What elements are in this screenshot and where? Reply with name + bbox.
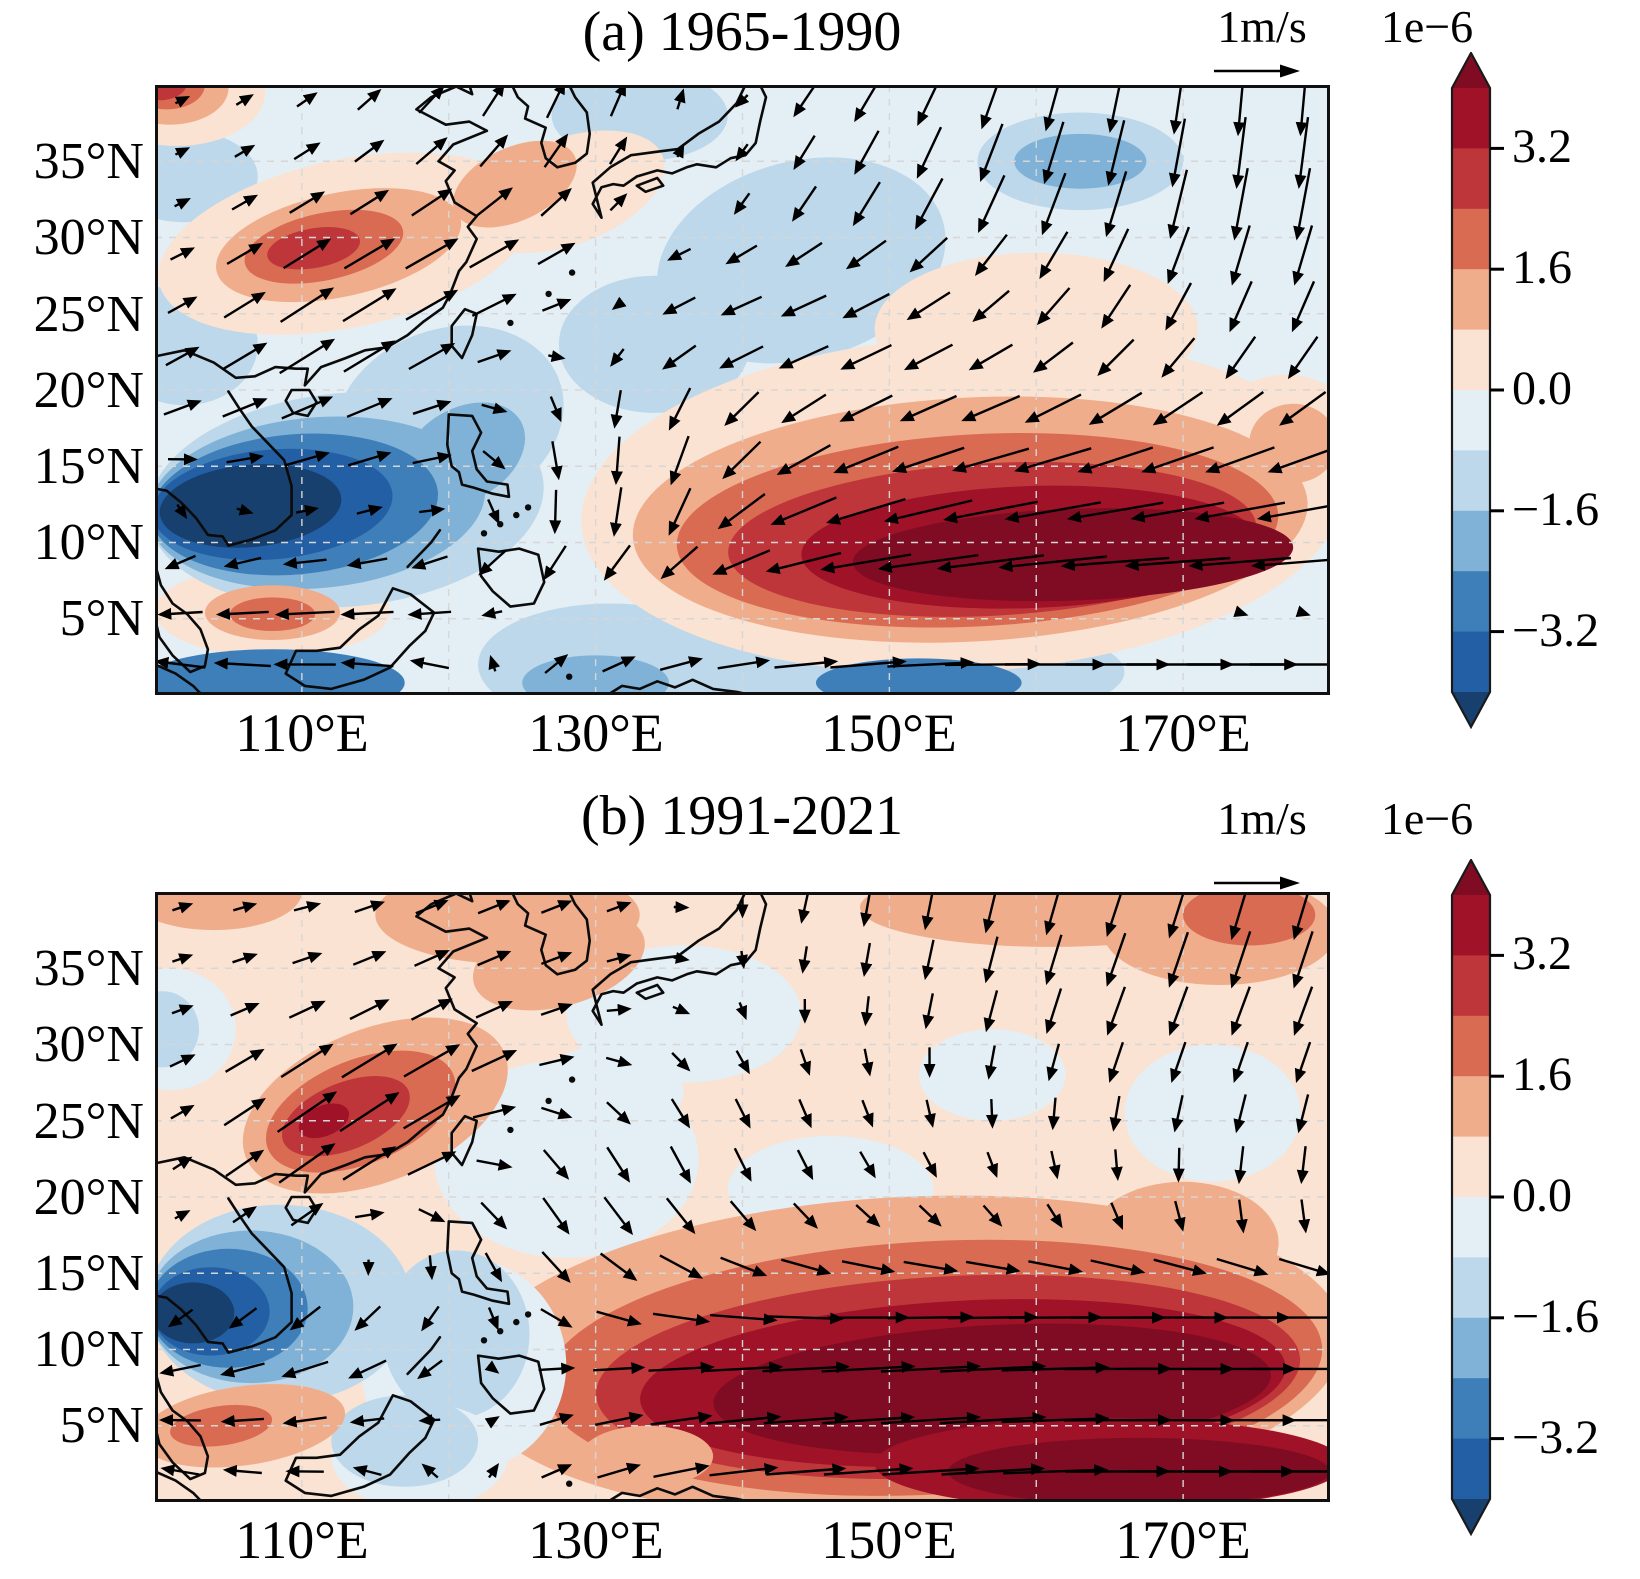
lat-tick-label: 20°N bbox=[33, 362, 144, 419]
lat-tick-label: 35°N bbox=[33, 133, 144, 190]
reference-vector-label-b: 1m/s bbox=[1217, 793, 1307, 844]
lat-tick-label: 15°N bbox=[33, 438, 144, 495]
lon-tick-label: 170°E bbox=[1115, 703, 1251, 763]
panel-a-title: (a) 1965-1990 bbox=[582, 1, 902, 63]
colorbar-a bbox=[1450, 52, 1504, 730]
colorbar-tick-label: −1.6 bbox=[1512, 1290, 1600, 1343]
lat-tick-label: 20°N bbox=[33, 1169, 144, 1226]
colorbar-tick-label: −3.2 bbox=[1512, 604, 1600, 657]
colorbar-tick-label: 0.0 bbox=[1512, 1169, 1572, 1222]
reference-vector-arrow-b bbox=[1214, 876, 1300, 890]
lat-tick-label: 5°N bbox=[59, 590, 144, 647]
lat-tick-label: 30°N bbox=[33, 209, 144, 266]
lat-tick-label: 10°N bbox=[33, 1321, 144, 1378]
lat-tick-label: 30°N bbox=[33, 1016, 144, 1073]
lat-tick-label: 25°N bbox=[33, 1093, 144, 1150]
lon-tick-label: 150°E bbox=[821, 703, 957, 763]
reference-vector-label-a: 1m/s bbox=[1217, 1, 1307, 52]
lon-tick-label: 170°E bbox=[1115, 1510, 1251, 1570]
colorbar-tick-label: 0.0 bbox=[1512, 362, 1572, 415]
panel-b-title: (b) 1991-2021 bbox=[581, 785, 903, 847]
colorbar-tick-label: −1.6 bbox=[1512, 483, 1600, 536]
lon-tick-label: 110°E bbox=[235, 703, 369, 763]
map-panel-a bbox=[155, 85, 1330, 695]
lat-tick-label: 25°N bbox=[33, 286, 144, 343]
colorbar-scale-label-b: 1e−6 bbox=[1380, 793, 1474, 844]
map-panel-b bbox=[155, 892, 1330, 1502]
lat-tick-label: 10°N bbox=[33, 514, 144, 571]
colorbar-tick-label: 3.2 bbox=[1512, 927, 1572, 980]
lat-tick-label: 5°N bbox=[59, 1397, 144, 1454]
lat-tick-label: 35°N bbox=[33, 940, 144, 997]
colorbar-tick-label: 1.6 bbox=[1512, 1048, 1572, 1101]
lon-tick-label: 130°E bbox=[528, 703, 664, 763]
colorbar-tick-label: 3.2 bbox=[1512, 120, 1572, 173]
lon-tick-label: 150°E bbox=[821, 1510, 957, 1570]
colorbar-b bbox=[1450, 859, 1504, 1537]
colorbar-tick-label: −3.2 bbox=[1512, 1411, 1600, 1464]
colorbar-tick-label: 1.6 bbox=[1512, 241, 1572, 294]
lon-tick-label: 110°E bbox=[235, 1510, 369, 1570]
lat-tick-label: 15°N bbox=[33, 1245, 144, 1302]
reference-vector-arrow-a bbox=[1214, 64, 1300, 78]
colorbar-scale-label-a: 1e−6 bbox=[1380, 1, 1474, 52]
lon-tick-label: 130°E bbox=[528, 1510, 664, 1570]
